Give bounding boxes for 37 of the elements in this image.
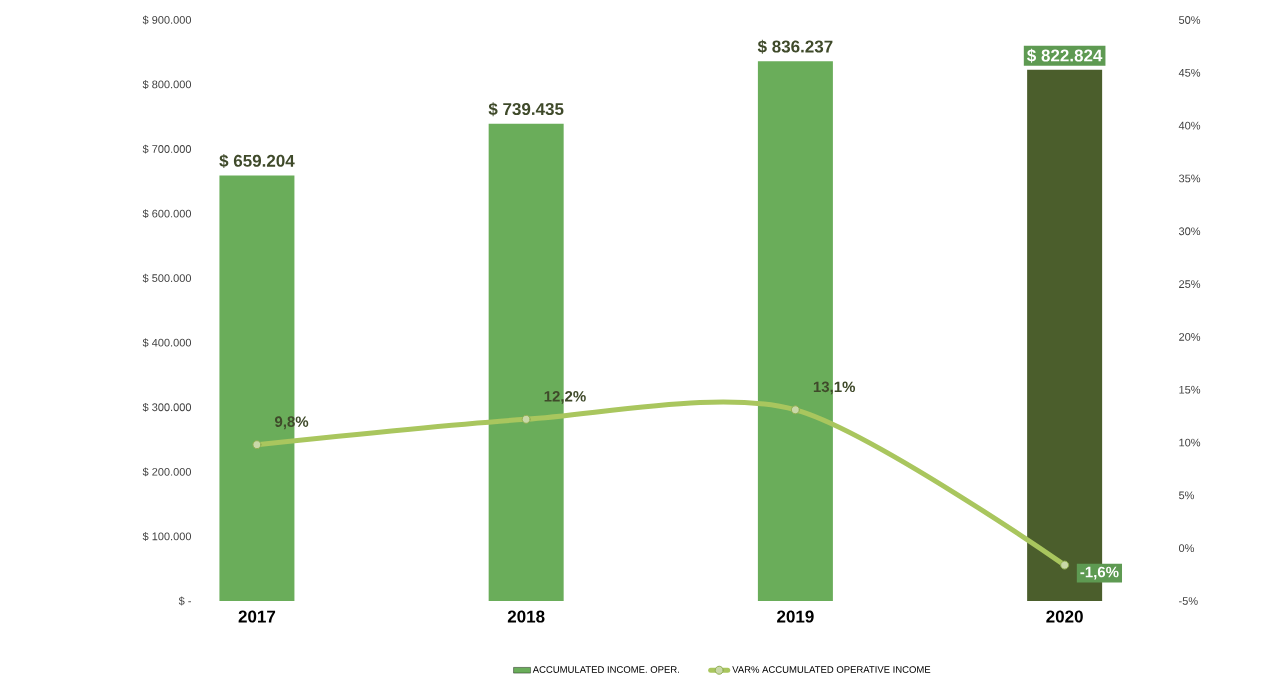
data-label: $ 822.824	[1027, 48, 1103, 63]
y-tick-label: $ 500.000	[142, 273, 192, 283]
y2-tick-label: 30%	[1178, 227, 1201, 236]
x-tick-label: 2018	[507, 610, 545, 623]
x-tick-label: 2019	[777, 610, 814, 623]
y2-tick-label: 15%	[1179, 385, 1201, 394]
y2-tick-label: -5%	[1179, 597, 1198, 605]
y-tick-label: $ 700.000	[142, 144, 192, 154]
point	[790, 405, 800, 415]
y2-tick-label: 5%	[1178, 491, 1195, 500]
legend-label: VAR% ACCUMULATED OPERATIVE INCOME	[732, 666, 931, 673]
data-label: $ 836.237	[757, 39, 833, 54]
x-tick-label: 2017	[238, 610, 276, 623]
y2-tick-label: 20%	[1179, 333, 1201, 341]
data-label: -1,6%	[1080, 566, 1119, 580]
y2-tick-label: 25%	[1179, 280, 1201, 288]
legend-label: ACCUMULATED INCOME. OPER.	[532, 666, 679, 673]
y2-tick-label: 10%	[1179, 438, 1201, 447]
point	[252, 440, 262, 450]
x-tick-label: 2020	[1046, 610, 1083, 623]
y-tick-label: $ -	[178, 596, 191, 606]
data-label: $ 739.435	[488, 102, 564, 117]
y2-tick-label: 40%	[1178, 121, 1201, 130]
point	[1060, 560, 1070, 570]
data-label: $ 659.204	[219, 154, 295, 168]
y2-tick-label: 45%	[1178, 68, 1201, 77]
y-tick-label: $ 800.000	[142, 80, 192, 90]
y-tick-label: $ 100.000	[142, 531, 192, 541]
y2-tick-label: 35%	[1178, 174, 1201, 183]
y-tick-label: $ 400.000	[142, 338, 192, 348]
y2-tick-label: 50%	[1178, 16, 1201, 24]
y-tick-label: $ 300.000	[142, 402, 192, 412]
point	[521, 414, 531, 424]
y-tick-label: $ 200.000	[142, 467, 192, 477]
y-tick-label: $ 600.000	[142, 209, 192, 219]
y-tick-label: $ 900.000	[142, 15, 192, 25]
y2-tick-label: 0%	[1178, 544, 1195, 553]
